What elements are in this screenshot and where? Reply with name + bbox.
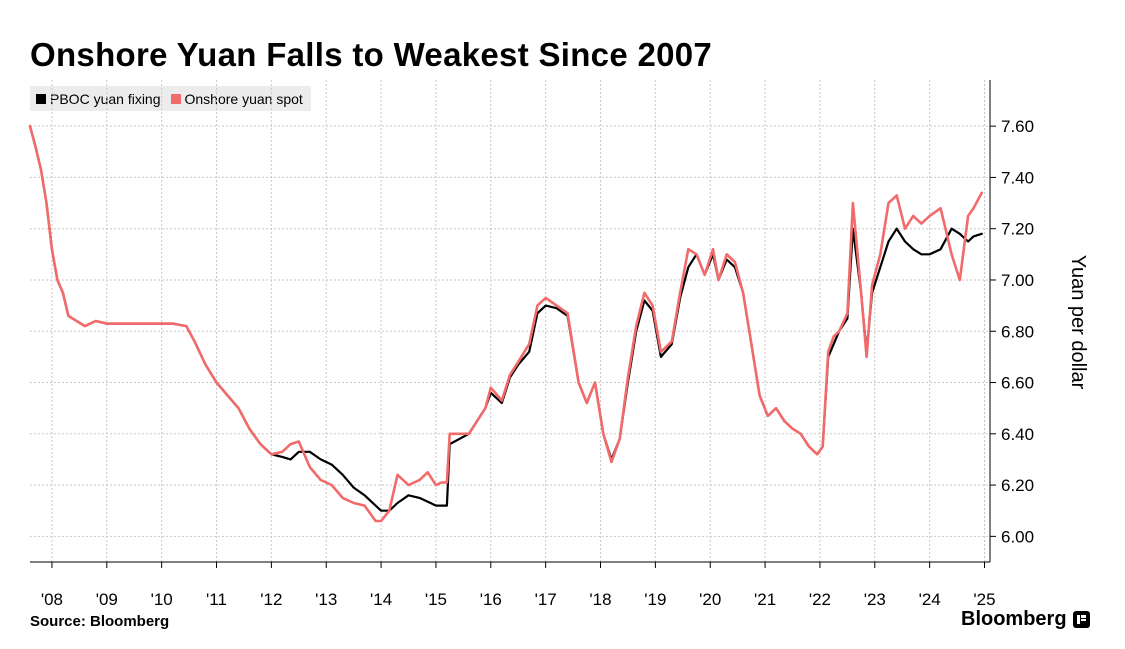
brand-name: Bloomberg bbox=[961, 608, 1067, 630]
x-tick-label: '18 bbox=[589, 590, 611, 609]
x-tick-label: '11 bbox=[206, 590, 227, 609]
x-tick-label: '08 bbox=[41, 590, 63, 609]
bloomberg-terminal-icon bbox=[1072, 611, 1090, 628]
x-tick-label: '23 bbox=[864, 590, 886, 609]
series-line-pboc-fixing bbox=[28, 124, 983, 512]
series-line-onshore-spot bbox=[28, 124, 984, 523]
legend-label-fixing: PBOC yuan fixing bbox=[50, 90, 161, 107]
legend-swatch-fixing bbox=[36, 93, 46, 104]
y-tick-label: 6.20 bbox=[1001, 476, 1034, 495]
x-tick-label: '22 bbox=[809, 590, 831, 609]
x-tick-label: '20 bbox=[699, 590, 721, 609]
x-tick-label: '13 bbox=[315, 590, 337, 609]
y-tick-label: 6.60 bbox=[1001, 374, 1034, 393]
x-tick-label: '09 bbox=[96, 590, 118, 609]
source-note: Source: Bloomberg bbox=[30, 613, 170, 630]
x-tick-label: '15 bbox=[425, 590, 447, 609]
legend: PBOC yuan fixing Onshore yuan spot bbox=[30, 86, 311, 111]
y-tick-label: 7.40 bbox=[1001, 168, 1034, 187]
x-tick-label: '19 bbox=[644, 590, 666, 609]
y-tick-label: 6.00 bbox=[1001, 527, 1034, 546]
x-tick-label: '16 bbox=[480, 590, 502, 609]
series-lines bbox=[28, 124, 984, 523]
legend-swatch-spot bbox=[170, 93, 181, 104]
y-tick-label: 6.80 bbox=[1001, 322, 1034, 341]
y-tick-label: 7.60 bbox=[1001, 117, 1034, 136]
y-tick-label: 7.00 bbox=[1001, 271, 1034, 290]
y-tick-label: 6.40 bbox=[1001, 425, 1034, 444]
legend-item-spot: Onshore yuan spot bbox=[170, 90, 303, 107]
gridlines bbox=[30, 80, 990, 562]
x-tick-label: '21 bbox=[754, 590, 776, 609]
axes: 6.00 6.20 6.40 6.60 6.80 7.00 7.20 7.40 7.60 '08 '… bbox=[30, 80, 1034, 609]
x-tick-label: '25 bbox=[973, 590, 995, 609]
legend-label-spot: Onshore yuan spot bbox=[184, 90, 303, 107]
legend-item-fixing: PBOC yuan fixing bbox=[36, 91, 161, 107]
x-tick-label: '14 bbox=[370, 590, 392, 609]
chart-title: Onshore Yuan Falls to Weakest Since 2007 bbox=[30, 36, 713, 73]
x-tick-label: '17 bbox=[535, 590, 557, 609]
x-tick-label: '12 bbox=[260, 590, 282, 609]
x-tick-label: '10 bbox=[151, 590, 173, 609]
brand-logo: Bloomberg bbox=[961, 608, 1090, 631]
y-axis-label: Yuan per dollar bbox=[1067, 255, 1089, 390]
x-tick-label: '24 bbox=[919, 590, 941, 609]
y-tick-label: 7.20 bbox=[1001, 220, 1034, 239]
